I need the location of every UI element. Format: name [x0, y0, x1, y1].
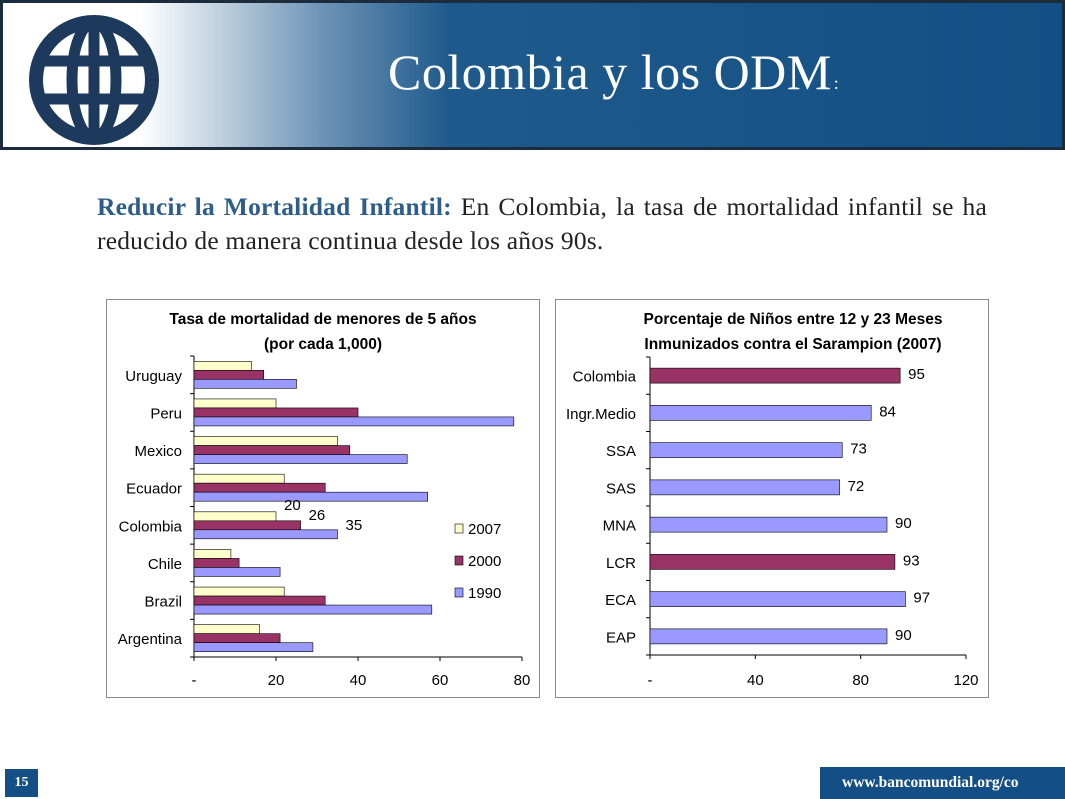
bar — [649, 628, 888, 645]
bar — [649, 591, 906, 607]
bar-1990 — [193, 567, 281, 577]
data-label: 35 — [346, 517, 363, 534]
data-label: 95 — [908, 366, 925, 383]
category-label: Argentina — [118, 631, 183, 648]
data-label: 97 — [913, 590, 930, 607]
category-label: Ingr.Medio — [566, 406, 636, 423]
bar-2007 — [193, 586, 285, 597]
globe-logo-icon — [29, 15, 159, 145]
chart-subtitle: (por cada 1,000) — [264, 336, 382, 353]
bar-1990 — [193, 491, 428, 502]
page-number: 15 — [5, 769, 38, 797]
bar-2000 — [193, 407, 359, 418]
data-label: 90 — [895, 515, 912, 532]
x-tick-label: 120 — [953, 672, 978, 689]
category-label: Uruguay — [125, 368, 182, 385]
bar — [649, 479, 840, 496]
title-colon: : — [833, 73, 840, 93]
category-label: Brazil — [144, 594, 182, 611]
category-label: LCR — [606, 555, 636, 572]
bar-2007 — [193, 436, 338, 446]
chart-subtitle: Inmunizados contra el Sarampion (2007) — [644, 336, 941, 353]
x-tick-label: 40 — [350, 672, 367, 689]
x-tick-label: - — [192, 672, 197, 689]
chart-title: Porcentaje de Niños entre 12 y 23 Meses — [644, 311, 943, 328]
bar-2007 — [193, 549, 232, 559]
category-label: Peru — [150, 405, 182, 422]
chart-mortality: Tasa de mortalidad de menores de 5 años (… — [106, 299, 540, 698]
category-label: MNA — [603, 518, 636, 535]
bar-2000 — [193, 520, 301, 531]
bar-1990 — [193, 454, 408, 464]
bar-2000 — [193, 595, 326, 606]
bar-2007 — [193, 473, 285, 484]
x-tick-label: 40 — [747, 672, 764, 689]
bar-2007 — [193, 511, 277, 522]
legend-swatch — [454, 523, 464, 534]
bar-2000 — [193, 482, 326, 493]
intro-paragraph: Reducir la Mortalidad Infantil: En Colom… — [97, 190, 987, 258]
bar — [649, 442, 843, 458]
chart-immunization-svg: Porcentaje de Niños entre 12 y 23 Meses I… — [566, 311, 979, 689]
chart-mortality-svg: Tasa de mortalidad de menores de 5 años (… — [118, 311, 531, 689]
bar-1990 — [193, 604, 433, 615]
bar — [649, 554, 896, 570]
bar-2000 — [193, 445, 351, 455]
data-label: 84 — [879, 403, 896, 420]
intro-highlight: Reducir la Mortalidad Infantil: — [97, 192, 452, 221]
legend-label: 2000 — [468, 553, 501, 570]
category-label: Colombia — [573, 369, 637, 386]
category-label: Ecuador — [126, 481, 182, 498]
category-label: SSA — [606, 443, 636, 460]
x-tick-label: 80 — [514, 672, 531, 689]
data-label: 72 — [848, 478, 865, 495]
category-label: ECA — [605, 592, 636, 609]
bar-2000 — [193, 370, 264, 380]
category-label: EAP — [606, 629, 636, 646]
data-label: 20 — [284, 497, 301, 514]
category-label: Colombia — [119, 518, 183, 535]
footer-url-link[interactable]: www.bancomundial.org/co — [820, 767, 1065, 799]
bar-2000 — [193, 633, 281, 643]
chart-immunization: Porcentaje de Niños entre 12 y 23 Meses I… — [555, 299, 989, 698]
x-tick-label: 20 — [268, 672, 285, 689]
bar-1990 — [193, 529, 338, 540]
data-label: 90 — [895, 627, 912, 644]
data-label: 93 — [903, 552, 920, 569]
bar-2007 — [193, 398, 277, 409]
bar-1990 — [193, 416, 515, 427]
x-tick-label: 80 — [852, 672, 869, 689]
data-label: 26 — [309, 507, 326, 524]
legend-label: 2007 — [468, 521, 501, 538]
category-label: Mexico — [134, 443, 182, 460]
bar — [649, 367, 901, 384]
page-title: Colombia y los ODM: — [388, 44, 840, 100]
bar-2007 — [193, 361, 252, 371]
x-tick-label: - — [648, 672, 653, 689]
intro-text: En Colombia, la tasa de mortalidad infan… — [97, 192, 987, 255]
x-tick-label: 60 — [432, 672, 449, 689]
header-banner: Colombia y los ODM: — [0, 0, 1065, 150]
legend-swatch — [454, 587, 464, 598]
category-label: SAS — [606, 480, 636, 497]
legend-label: 1990 — [468, 585, 501, 602]
bar-1990 — [193, 379, 297, 389]
bar-2000 — [193, 558, 240, 568]
category-label: Chile — [148, 556, 182, 573]
bar-2007 — [193, 624, 260, 634]
bar-1990 — [193, 642, 314, 652]
bar — [649, 405, 872, 421]
data-label: 73 — [850, 441, 867, 458]
bar — [649, 516, 888, 533]
legend-swatch — [454, 555, 464, 566]
chart-title: Tasa de mortalidad de menores de 5 años — [169, 311, 476, 328]
